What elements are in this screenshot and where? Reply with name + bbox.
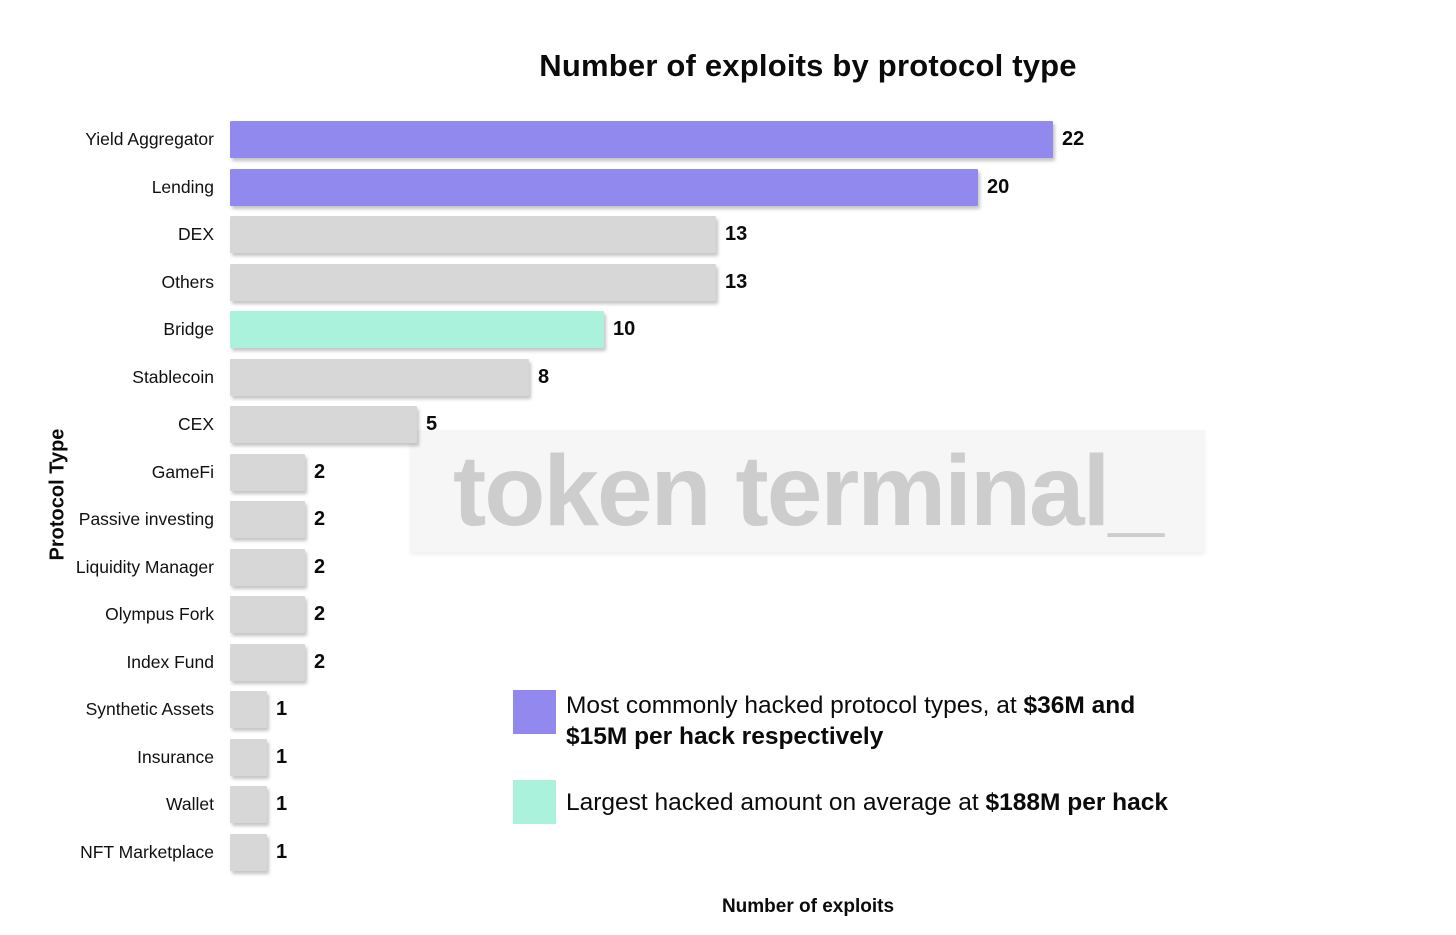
legend-text-normal: Most commonly hacked protocol types, at bbox=[566, 692, 1024, 719]
legend-item: Most commonly hacked protocol types, at … bbox=[513, 690, 1213, 752]
category-label: CEX bbox=[178, 414, 214, 435]
bar-nft-marketplace bbox=[230, 833, 267, 871]
bar-wallet bbox=[230, 786, 267, 824]
bar-row: Bridge 10 bbox=[0, 306, 1456, 354]
value-label: 22 bbox=[1062, 128, 1085, 151]
category-label: NFT Marketplace bbox=[80, 841, 214, 862]
legend-text-bold: $36M and $15M per hack respectively bbox=[566, 692, 1136, 750]
value-label: 1 bbox=[276, 793, 288, 816]
value-label: 20 bbox=[987, 175, 1010, 198]
bar-index-fund bbox=[230, 643, 305, 681]
bar-row: Wallet 1 bbox=[0, 781, 1456, 829]
bar-row: Synthetic Assets 1 bbox=[0, 686, 1456, 734]
bar-row: GameFi 2 bbox=[0, 449, 1456, 497]
bar-dex bbox=[230, 216, 716, 254]
category-label: Bridge bbox=[163, 319, 214, 340]
value-label: 1 bbox=[276, 698, 288, 721]
bar-bridge bbox=[230, 311, 604, 349]
value-label: 2 bbox=[314, 508, 326, 531]
bar-passive-investing bbox=[230, 501, 305, 539]
legend-item: Largest hacked amount on average at $188… bbox=[513, 780, 1213, 824]
bar-cex bbox=[230, 406, 417, 444]
value-label: 13 bbox=[725, 270, 748, 293]
value-label: 2 bbox=[314, 460, 326, 483]
bar-synthetic-assets bbox=[230, 691, 267, 729]
bar-olympus-fork bbox=[230, 596, 305, 634]
token-terminal-watermark: token terminal_ bbox=[410, 430, 1205, 552]
value-label: 2 bbox=[314, 555, 326, 578]
bar-row: Yield Aggregator 22 bbox=[0, 116, 1456, 164]
value-label: 1 bbox=[276, 840, 288, 863]
bar-row: Stablecoin 8 bbox=[0, 354, 1456, 402]
bar-stablecoin bbox=[230, 358, 529, 396]
watermark-text: token terminal_ bbox=[452, 435, 1164, 547]
bar-lending bbox=[230, 168, 978, 206]
bar-row: Olympus Fork 2 bbox=[0, 591, 1456, 639]
bar-row: Passive investing 2 bbox=[0, 496, 1456, 544]
value-label: 8 bbox=[538, 365, 550, 388]
bar-others bbox=[230, 263, 716, 301]
category-label: Passive investing bbox=[78, 509, 214, 530]
category-label: Insurance bbox=[137, 746, 214, 767]
category-label: DEX bbox=[178, 224, 214, 245]
category-label: Liquidity Manager bbox=[75, 556, 214, 577]
bar-row: CEX 5 bbox=[0, 401, 1456, 449]
value-label: 2 bbox=[314, 603, 326, 626]
bar-yield-aggregator bbox=[230, 121, 1053, 159]
category-label: Yield Aggregator bbox=[85, 129, 214, 150]
legend-text: Largest hacked amount on average at $188… bbox=[566, 787, 1168, 818]
value-label: 5 bbox=[426, 413, 438, 436]
category-label: Synthetic Assets bbox=[85, 699, 214, 720]
bar-row: Liquidity Manager 2 bbox=[0, 544, 1456, 592]
bar-liquidity-manager bbox=[230, 548, 305, 586]
bar-row: Insurance 1 bbox=[0, 734, 1456, 782]
legend-swatch-purple bbox=[513, 690, 556, 734]
legend-text-normal: Largest hacked amount on average at bbox=[566, 788, 986, 816]
category-label: Olympus Fork bbox=[105, 604, 214, 625]
category-label: Wallet bbox=[166, 794, 214, 815]
legend-swatch-teal bbox=[513, 780, 556, 824]
legend-text-bold: $188M per hack bbox=[985, 788, 1169, 816]
bar-chart-plot-area: Yield Aggregator 22 Lending 20 DEX 13 Others 13… bbox=[0, 116, 1456, 876]
bar-insurance bbox=[230, 738, 267, 776]
legend: Most commonly hacked protocol types, at … bbox=[513, 690, 1213, 852]
value-label: 10 bbox=[613, 318, 636, 341]
category-label: Lending bbox=[151, 176, 214, 197]
bar-gamefi bbox=[230, 453, 305, 491]
chart-title: Number of exploits by protocol type bbox=[539, 48, 1077, 83]
bar-row: Lending 20 bbox=[0, 164, 1456, 212]
bar-row: Index Fund 2 bbox=[0, 639, 1456, 687]
value-label: 13 bbox=[725, 223, 748, 246]
category-label: GameFi bbox=[151, 461, 214, 482]
x-axis-label: Number of exploits bbox=[721, 896, 895, 917]
bar-row: Others 13 bbox=[0, 259, 1456, 307]
bar-row: DEX 13 bbox=[0, 211, 1456, 259]
category-label: Others bbox=[161, 271, 214, 292]
value-label: 1 bbox=[276, 745, 288, 768]
category-label: Stablecoin bbox=[132, 366, 214, 387]
legend-text: Most commonly hacked protocol types, at … bbox=[566, 690, 1191, 752]
value-label: 2 bbox=[314, 650, 326, 673]
bar-row: NFT Marketplace 1 bbox=[0, 829, 1456, 877]
category-label: Index Fund bbox=[126, 651, 214, 672]
